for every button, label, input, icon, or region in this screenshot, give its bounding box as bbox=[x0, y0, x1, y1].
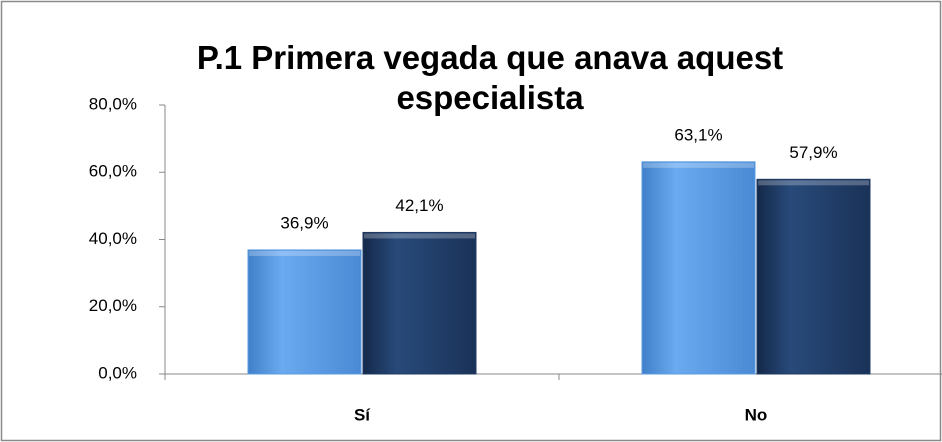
bar bbox=[756, 178, 871, 375]
y-tick-label: 20,0% bbox=[89, 296, 137, 315]
bar bbox=[641, 161, 756, 375]
y-tick-label: 80,0% bbox=[89, 94, 137, 113]
x-tick-label: No bbox=[745, 405, 768, 424]
bar-bevel bbox=[758, 180, 869, 186]
bar-bevel bbox=[364, 233, 475, 239]
bar bbox=[362, 231, 477, 375]
value-label: 57,9% bbox=[789, 143, 837, 162]
bar-bevel bbox=[643, 162, 754, 168]
chart-title: P.1 Primera vegada que anava aquest espe… bbox=[196, 39, 784, 116]
y-tick-label: 40,0% bbox=[89, 229, 137, 248]
y-tick-label: 60,0% bbox=[89, 162, 137, 181]
bar bbox=[247, 249, 362, 375]
x-tick-label: Sí bbox=[354, 405, 371, 424]
value-label: 36,9% bbox=[280, 213, 328, 232]
bar-bevel bbox=[249, 250, 360, 256]
y-tick-label: 0,0% bbox=[98, 363, 137, 382]
value-label: 42,1% bbox=[395, 196, 443, 215]
value-label: 63,1% bbox=[674, 125, 722, 144]
